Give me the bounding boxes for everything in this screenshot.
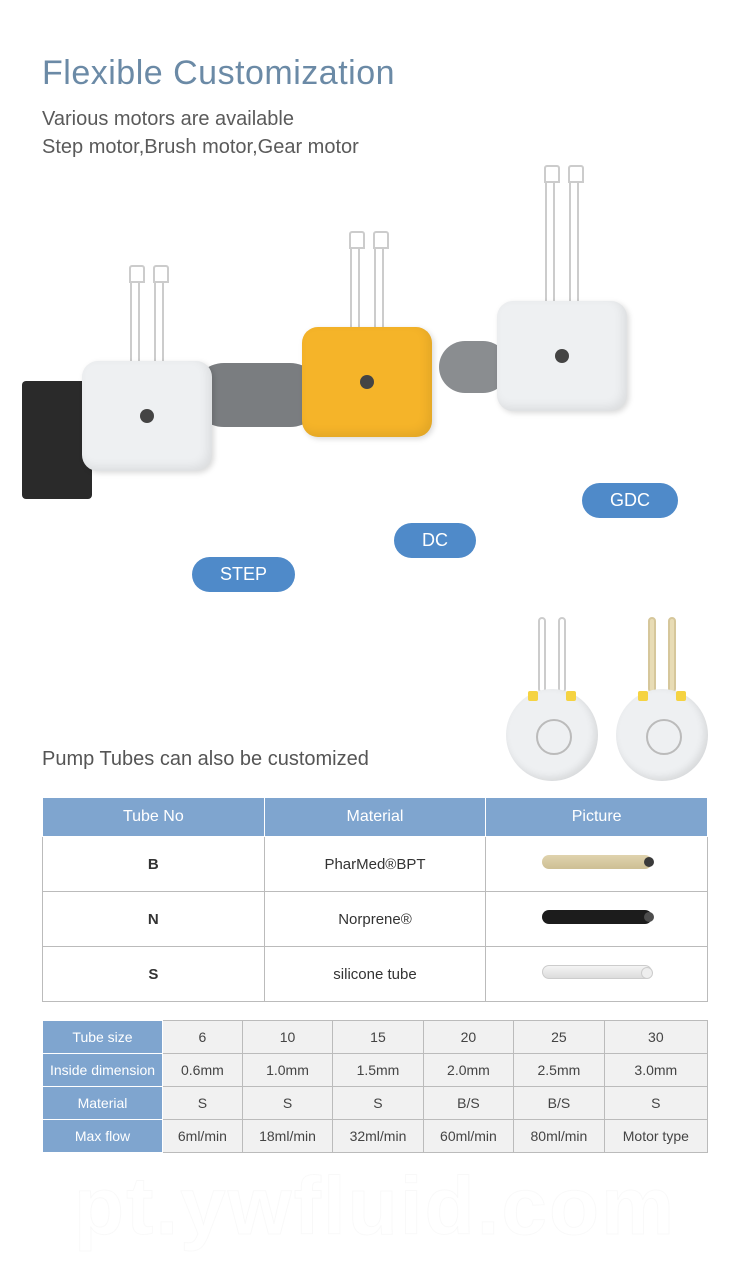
t2-cell: B/S xyxy=(514,1087,604,1120)
table-row: B PharMed®BPT xyxy=(43,837,708,892)
t2-cell: S xyxy=(333,1087,423,1120)
tube-no: B xyxy=(43,837,265,892)
tube-material: Norprene® xyxy=(264,892,486,947)
t2-row-header: Max flow xyxy=(43,1120,163,1153)
table-row: Tube size61015202530 xyxy=(43,1021,708,1054)
t2-cell: 6 xyxy=(163,1021,243,1054)
t2-row-header: Tube size xyxy=(43,1021,163,1054)
t1-header: Picture xyxy=(486,798,708,837)
pump-step xyxy=(82,277,212,471)
t2-cell: B/S xyxy=(423,1087,513,1120)
t2-cell: S xyxy=(242,1087,332,1120)
t1-header: Material xyxy=(264,798,486,837)
tube-picture xyxy=(486,947,708,1002)
tube-size-table: Tube size61015202530Inside dimension0.6m… xyxy=(42,1020,708,1153)
t2-cell: S xyxy=(163,1087,243,1120)
t2-cell: 80ml/min xyxy=(514,1120,604,1153)
tube-material: PharMed®BPT xyxy=(264,837,486,892)
t2-cell: 15 xyxy=(333,1021,423,1054)
table-row: N Norprene® xyxy=(43,892,708,947)
t2-cell: S xyxy=(604,1087,707,1120)
t2-row-header: Inside dimension xyxy=(43,1054,163,1087)
pump-dc xyxy=(302,243,432,437)
t2-cell: 3.0mm xyxy=(604,1054,707,1087)
tube-no: N xyxy=(43,892,265,947)
tube-picture xyxy=(486,837,708,892)
tube-material-table: Tube No Material Picture B PharMed®BPT N… xyxy=(42,797,708,1002)
t2-cell: 60ml/min xyxy=(423,1120,513,1153)
tube-picture xyxy=(486,892,708,947)
t2-cell: 2.5mm xyxy=(514,1054,604,1087)
tube-head-illustration xyxy=(506,617,708,781)
t2-cell: 0.6mm xyxy=(163,1054,243,1087)
label-step: STEP xyxy=(192,557,295,592)
table-row: Max flow6ml/min18ml/min32ml/min60ml/min8… xyxy=(43,1120,708,1153)
subtitle-line-1: Various motors are available xyxy=(42,105,708,133)
label-gdc: GDC xyxy=(582,483,678,518)
tube-no: S xyxy=(43,947,265,1002)
pump-illustration: STEP DC GDC xyxy=(42,131,708,611)
t2-row-header: Material xyxy=(43,1087,163,1120)
tube-material: silicone tube xyxy=(264,947,486,1002)
t2-cell: 18ml/min xyxy=(242,1120,332,1153)
label-dc: DC xyxy=(394,523,476,558)
table-row: MaterialSSSB/SB/SS xyxy=(43,1087,708,1120)
page-title: Flexible Customization xyxy=(42,54,708,93)
t2-cell: 25 xyxy=(514,1021,604,1054)
table-row: S silicone tube xyxy=(43,947,708,1002)
section2-title: Pump Tubes can also be customized xyxy=(42,748,486,781)
t2-cell: 2.0mm xyxy=(423,1054,513,1087)
t2-cell: Motor type xyxy=(604,1120,707,1153)
table-row: Inside dimension0.6mm1.0mm1.5mm2.0mm2.5m… xyxy=(43,1054,708,1087)
t2-cell: 1.0mm xyxy=(242,1054,332,1087)
t2-cell: 30 xyxy=(604,1021,707,1054)
t1-header: Tube No xyxy=(43,798,265,837)
t2-cell: 32ml/min xyxy=(333,1120,423,1153)
t2-cell: 6ml/min xyxy=(163,1120,243,1153)
t2-cell: 20 xyxy=(423,1021,513,1054)
pump-gdc xyxy=(497,177,627,411)
t2-cell: 1.5mm xyxy=(333,1054,423,1087)
t2-cell: 10 xyxy=(242,1021,332,1054)
